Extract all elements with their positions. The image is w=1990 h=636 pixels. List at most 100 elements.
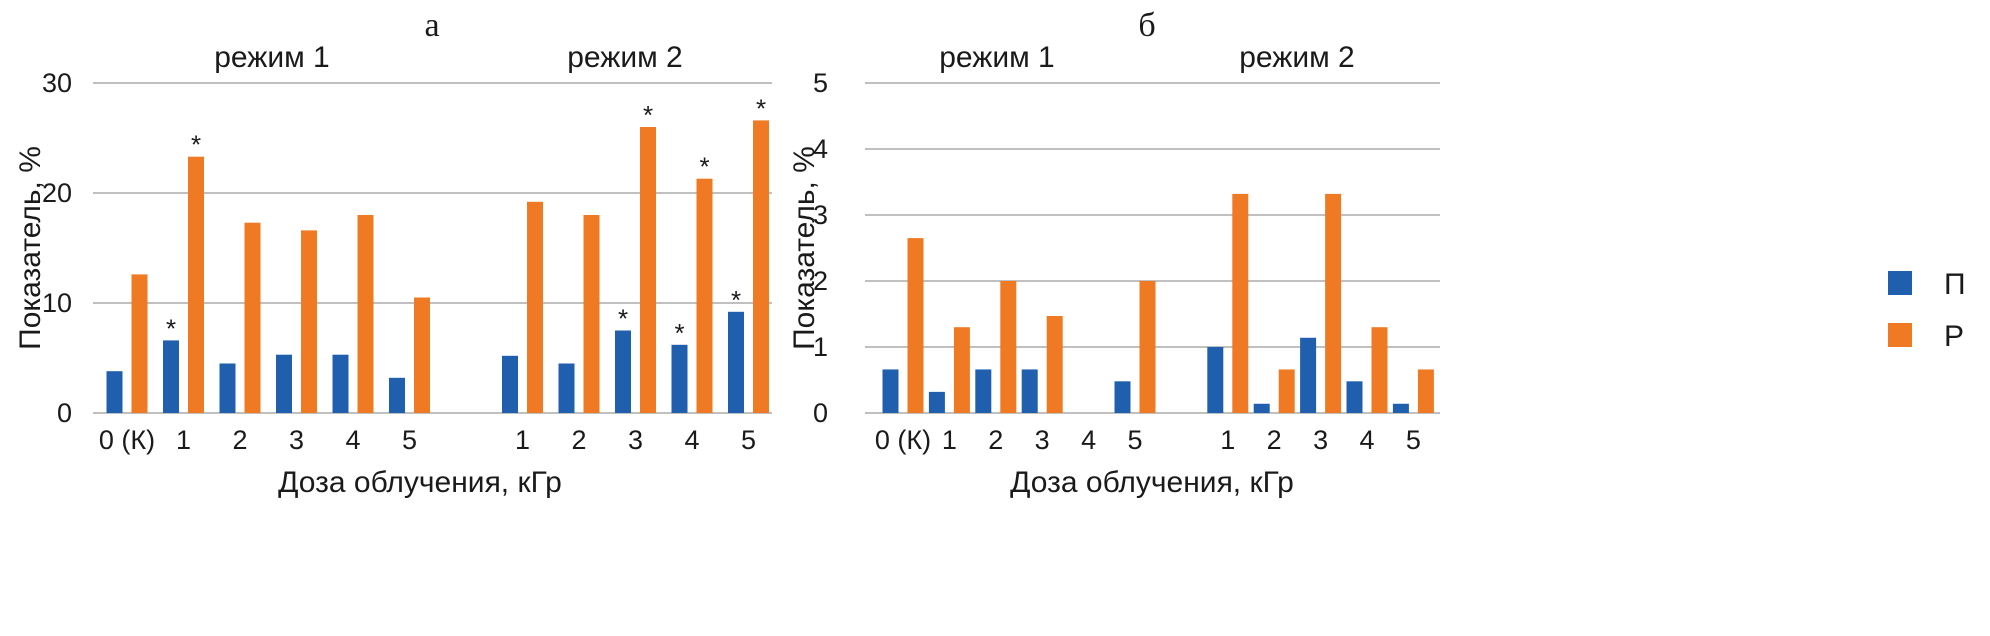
- x-tick-label: 0 (К): [875, 425, 931, 455]
- bar-r: [1278, 369, 1295, 413]
- bar-r: [953, 327, 970, 413]
- y-tick-label: 10: [42, 288, 72, 318]
- y-tick-label: 0: [813, 398, 828, 428]
- panel-a-chart: а режим 1 режим 2 0 10 20 30 Показатель, % Доза …: [14, 7, 772, 499]
- legend-swatch-p: [1888, 271, 1912, 295]
- x-tick-label: 1: [1220, 425, 1235, 455]
- x-tick-label: 1: [176, 425, 191, 455]
- significance-star: *: [618, 304, 628, 334]
- significance-star: *: [674, 318, 684, 348]
- y-tick-label: 4: [813, 134, 828, 164]
- bar-p: [882, 369, 899, 413]
- bar-r: [1325, 193, 1342, 413]
- y-tick-label: 20: [42, 178, 72, 208]
- x-tick-label: 3: [1313, 425, 1328, 455]
- bar-r: [1000, 281, 1017, 413]
- legend-label: Р: [1944, 320, 1964, 353]
- x-tick-label: 4: [684, 425, 699, 455]
- bar-p: [1021, 369, 1038, 413]
- panel-letter: а: [424, 7, 439, 44]
- bar-r: [527, 201, 543, 413]
- panel-letter: б: [1138, 7, 1155, 44]
- x-axis-title: Доза облучения, кГр: [278, 466, 562, 499]
- group-label: режим 2: [1239, 41, 1355, 74]
- bar-p: [276, 354, 292, 413]
- bar-r: [696, 178, 713, 413]
- bar-p: [332, 354, 349, 413]
- bar-p: [106, 371, 123, 413]
- significance-star: *: [191, 130, 201, 160]
- significance-star: *: [699, 152, 709, 182]
- significance-star: *: [166, 313, 176, 343]
- y-tick-label: 2: [813, 266, 828, 296]
- bar-r: [414, 297, 430, 413]
- significance-star: *: [643, 100, 653, 130]
- bar-p: [1392, 403, 1409, 413]
- y-tick-label: 30: [42, 68, 72, 98]
- bar-p: [389, 377, 405, 413]
- x-tick-label: 0 (К): [99, 425, 155, 455]
- bar-p: [1253, 403, 1270, 413]
- bar-r: [1232, 193, 1249, 413]
- x-tick-label: 3: [289, 425, 304, 455]
- x-tick-label: 5: [1406, 425, 1421, 455]
- x-tick-label: 5: [1127, 425, 1142, 455]
- significance-star: *: [756, 93, 766, 123]
- y-tick-label: 0: [57, 398, 72, 428]
- y-tick-label: 5: [813, 68, 828, 98]
- legend: ПР: [1888, 268, 1966, 353]
- bar-p: [728, 311, 744, 413]
- x-tick-label: 4: [345, 425, 360, 455]
- bar-r: [1046, 315, 1063, 413]
- bar-p: [219, 363, 236, 413]
- x-tick-label: 3: [628, 425, 643, 455]
- panel-b-chart: б режим 1 режим 2 0 1 2 3 4 5 Показатель, % Доза о…: [788, 7, 1440, 499]
- x-tick-label: 1: [942, 425, 957, 455]
- bar-r: [640, 127, 656, 413]
- bar-r: [131, 274, 148, 413]
- y-axis-title: Показатель, %: [788, 146, 821, 350]
- y-tick-label: 1: [813, 332, 828, 362]
- bar-p: [1207, 347, 1224, 413]
- bar-r: [188, 156, 204, 413]
- bar-r: [1139, 281, 1156, 413]
- y-axis-title: Показатель, %: [14, 146, 47, 350]
- y-tick-label: 3: [813, 200, 828, 230]
- bar-p: [928, 391, 945, 413]
- x-tick-label: 1: [515, 425, 530, 455]
- bar-p: [615, 330, 631, 413]
- x-tick-label: 4: [1359, 425, 1374, 455]
- group-label: режим 1: [939, 41, 1055, 74]
- x-tick-label: 3: [1035, 425, 1050, 455]
- bar-p: [502, 355, 518, 413]
- bar-p: [1346, 381, 1363, 413]
- x-tick-label: 5: [402, 425, 417, 455]
- x-axis-title: Доза облучения, кГр: [1010, 466, 1294, 499]
- group-label: режим 1: [214, 41, 330, 74]
- bar-p: [163, 340, 179, 413]
- x-tick-label: 2: [232, 425, 247, 455]
- x-tick-label: 4: [1081, 425, 1096, 455]
- significance-star: *: [731, 285, 741, 315]
- x-tick-label: 2: [988, 425, 1003, 455]
- legend-swatch-r: [1888, 323, 1912, 347]
- bar-r: [1371, 327, 1388, 413]
- x-tick-label: 5: [741, 425, 756, 455]
- bar-p: [975, 369, 992, 413]
- bar-r: [907, 238, 924, 413]
- bar-p: [671, 344, 688, 413]
- legend-label: П: [1944, 268, 1966, 301]
- bar-r: [583, 215, 600, 413]
- bar-p: [1300, 337, 1317, 413]
- bar-r: [357, 215, 374, 413]
- bar-r: [301, 230, 317, 413]
- bar-r: [244, 222, 261, 413]
- x-tick-label: 2: [1267, 425, 1282, 455]
- bar-p: [1114, 381, 1131, 413]
- group-label: режим 2: [567, 41, 683, 74]
- bar-r: [753, 120, 769, 414]
- x-tick-label: 2: [571, 425, 586, 455]
- bar-r: [1417, 369, 1434, 413]
- bar-p: [558, 363, 575, 413]
